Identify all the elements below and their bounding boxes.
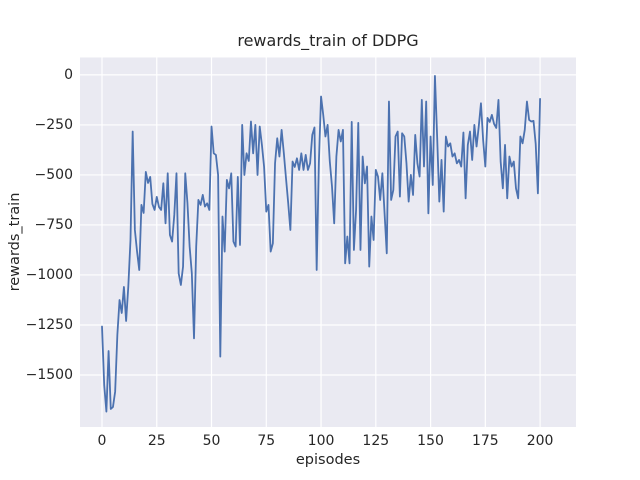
x-tick-label: 150 <box>417 433 444 449</box>
y-tick-label: −1250 <box>25 316 73 333</box>
y-tick-label: −750 <box>34 216 73 233</box>
x-axis-label: episodes <box>295 452 361 468</box>
y-tick-label: −1500 <box>25 366 73 383</box>
y-tick-label: −500 <box>34 166 73 183</box>
x-tick-label: 50 <box>202 433 221 449</box>
x-tick-label: 25 <box>147 433 166 449</box>
chart-title: rewards_train of DDPG <box>237 31 419 50</box>
x-tick-label: 200 <box>526 433 554 449</box>
rewards-line <box>101 75 541 413</box>
y-tick-label: −250 <box>34 116 73 133</box>
x-tick-label: 175 <box>471 433 499 449</box>
x-tick-label: 0 <box>97 433 107 449</box>
plot-area <box>80 57 576 427</box>
x-tick-label: 75 <box>257 433 276 449</box>
x-tick-label: 100 <box>307 433 335 449</box>
y-tick-label: −1000 <box>25 266 73 283</box>
x-tick-label: 125 <box>362 433 390 449</box>
y-tick-label: 0 <box>64 66 73 83</box>
